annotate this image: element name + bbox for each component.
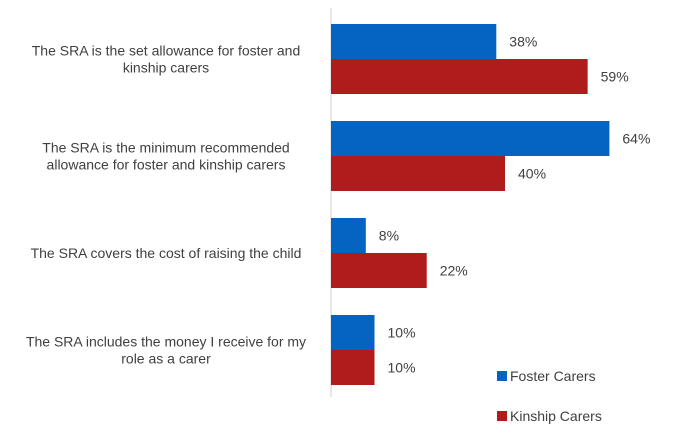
data-label: 10%: [388, 360, 416, 376]
category-label-line: The SRA is the minimum recommended: [42, 140, 289, 156]
category-label-line: The SRA covers the cost of raising the c…: [31, 245, 302, 261]
data-label: 40%: [518, 166, 546, 182]
bar-kinship-carers: [331, 253, 427, 288]
legend: Foster Carers Kinship Carers: [497, 368, 602, 424]
data-label: 38%: [509, 34, 537, 50]
bar-foster-carers: [331, 121, 610, 156]
legend-swatch: [497, 371, 507, 381]
category-label-line: role as a carer: [121, 351, 211, 367]
data-label: 8%: [379, 228, 399, 244]
data-label: 59%: [601, 69, 629, 85]
bars-layer: [331, 24, 610, 385]
legend-label: Kinship Carers: [510, 408, 602, 424]
category-label: The SRA is the minimum recommended allowa…: [42, 140, 289, 173]
category-label-line: The SRA is the set allowance for foster …: [32, 43, 300, 59]
labels-layer: The SRA is the set allowance for foster …: [26, 34, 650, 376]
legend-label: Foster Carers: [510, 368, 596, 384]
data-label: 10%: [388, 325, 416, 341]
legend-swatch: [497, 411, 507, 421]
bar-kinship-carers: [331, 156, 505, 191]
data-label: 64%: [622, 131, 650, 147]
category-label: The SRA is the set allowance for foster …: [32, 43, 300, 76]
category-label: The SRA includes the money I receive for…: [26, 334, 306, 367]
category-label-line: allowance for foster and kinship carers: [47, 157, 286, 173]
bar-foster-carers: [331, 218, 366, 253]
category-label-line: The SRA includes the money I receive for…: [26, 334, 306, 350]
category-label-line: kinship carers: [123, 60, 209, 76]
bar-foster-carers: [331, 24, 497, 59]
bar-foster-carers: [331, 315, 375, 350]
data-label: 22%: [440, 263, 468, 279]
bar-kinship-carers: [331, 350, 375, 385]
bar-kinship-carers: [331, 59, 588, 94]
category-label: The SRA covers the cost of raising the c…: [31, 245, 302, 261]
